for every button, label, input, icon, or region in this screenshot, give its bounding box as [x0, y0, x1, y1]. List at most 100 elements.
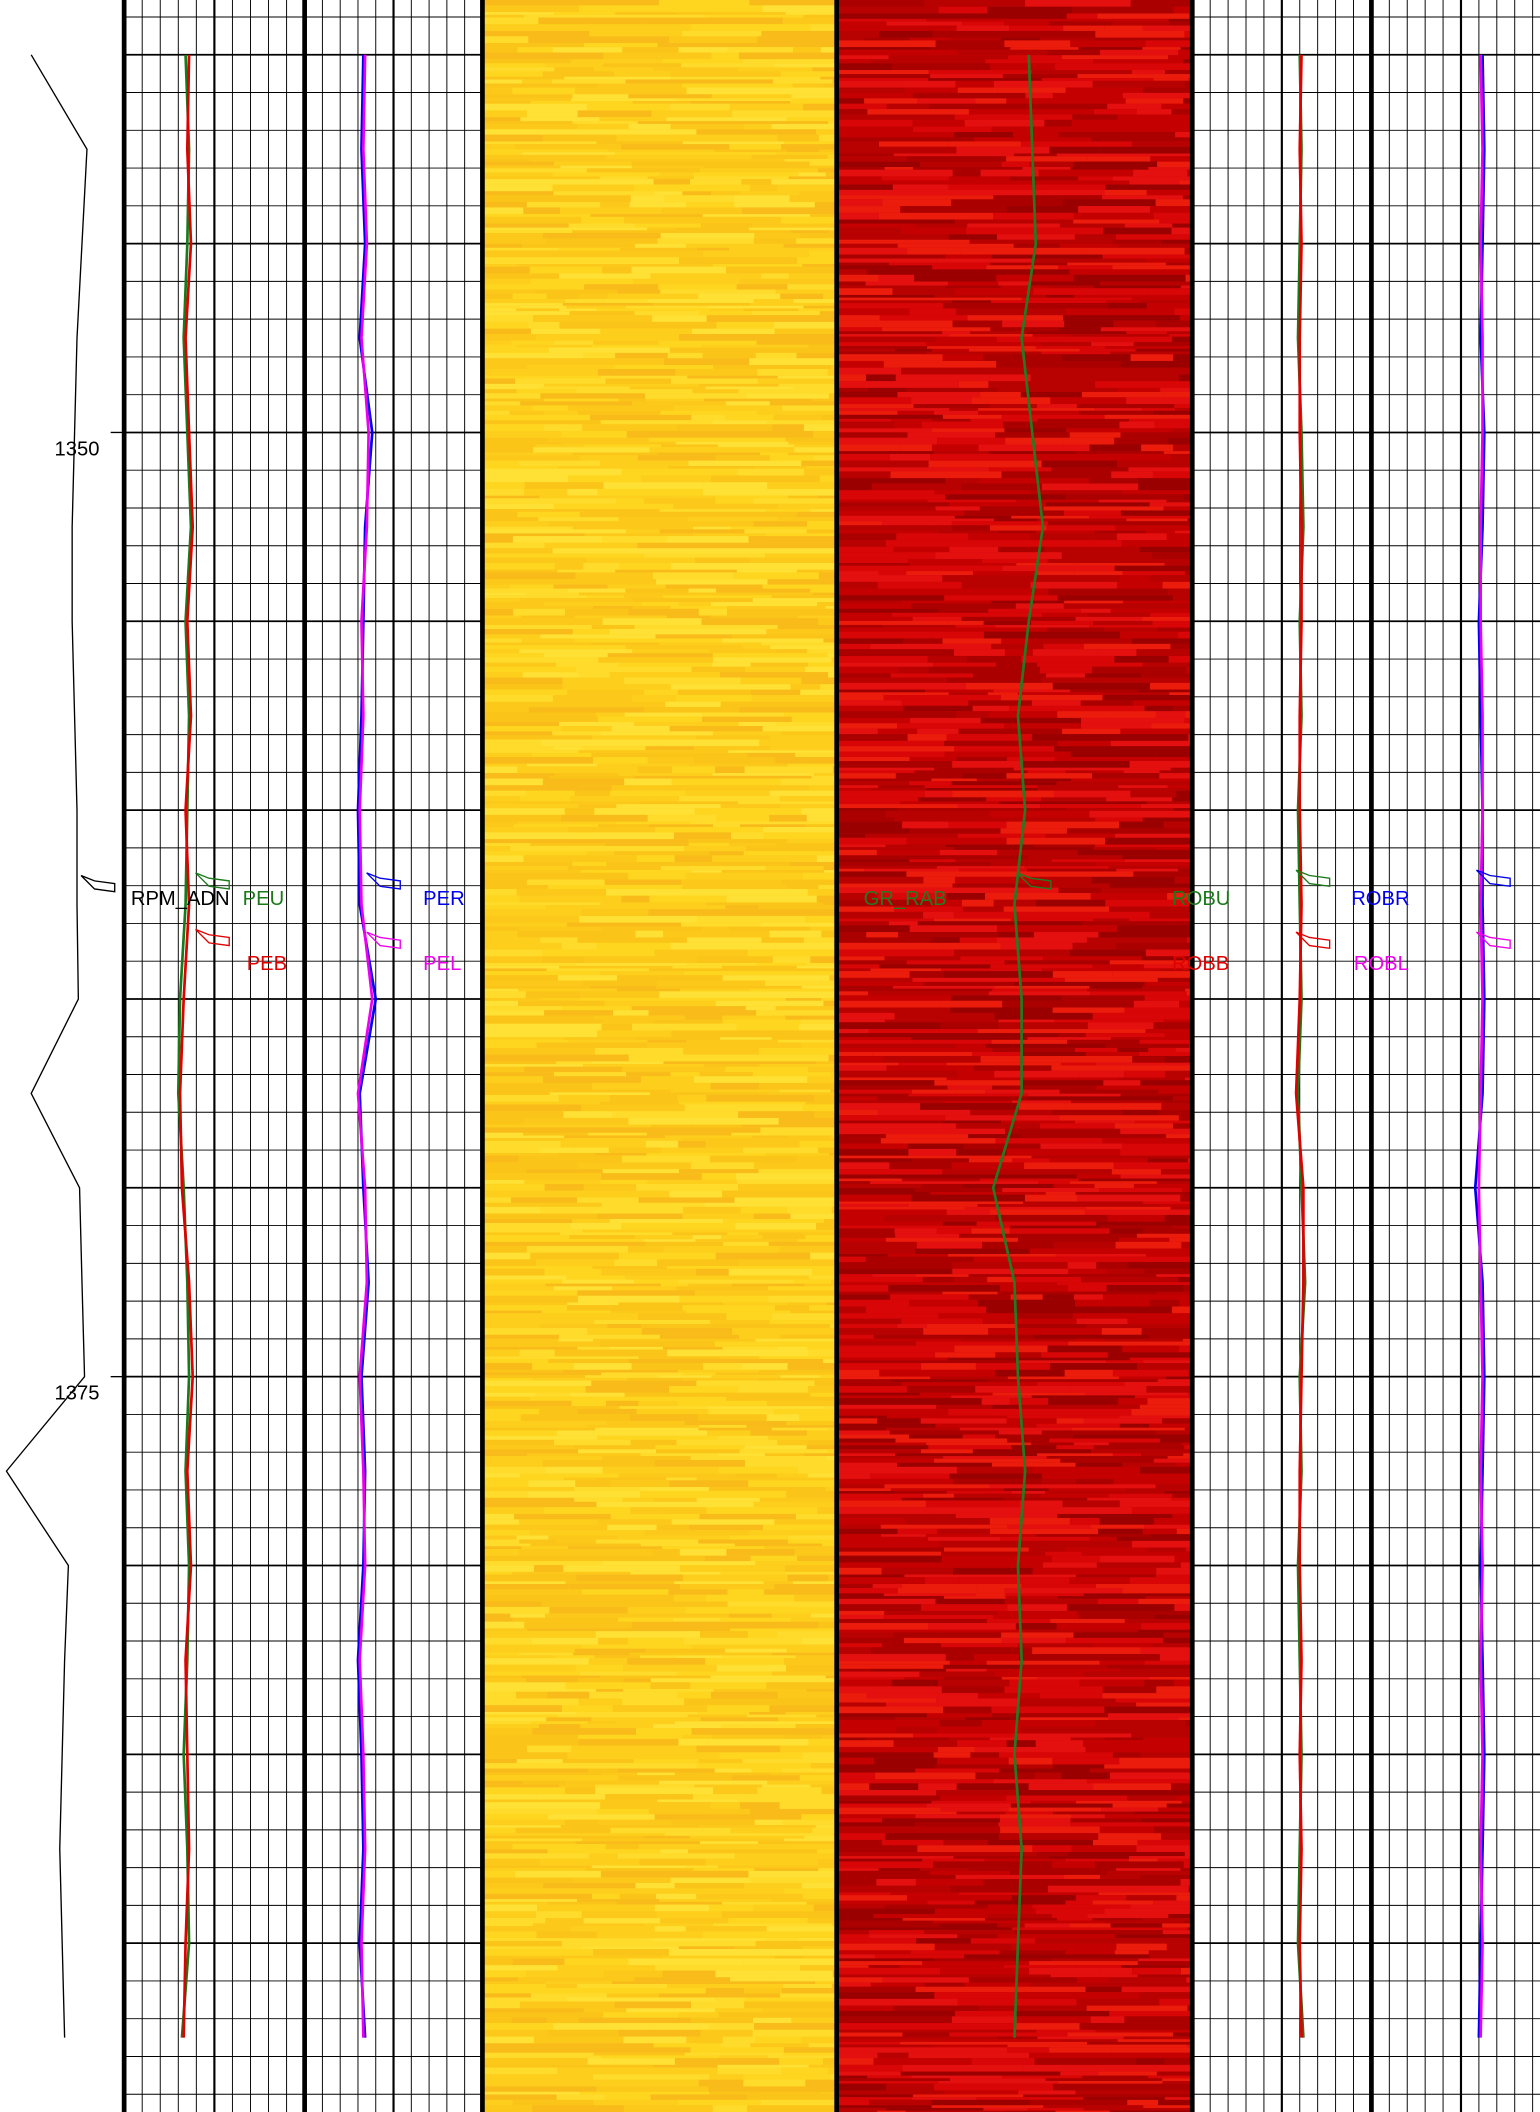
image-pixel	[482, 707, 529, 713]
image-pixel	[482, 1487, 575, 1492]
image-pixel	[704, 398, 812, 402]
image-pixel	[482, 2099, 513, 2106]
image-pixel	[532, 1923, 644, 1927]
image-pixel	[482, 2064, 542, 2068]
image-pixel	[893, 467, 989, 472]
image-pixel	[750, 1430, 808, 1436]
image-pixel	[700, 2029, 753, 2037]
image-pixel	[482, 1858, 540, 1866]
image-pixel	[865, 1737, 950, 1741]
image-pixel	[544, 1981, 612, 1985]
image-pixel	[952, 883, 1043, 888]
image-pixel	[836, 751, 945, 757]
image-pixel	[958, 728, 1063, 735]
image-pixel	[793, 1843, 837, 1850]
image-pixel	[562, 1759, 634, 1764]
image-pixel	[482, 773, 555, 776]
image-pixel	[679, 334, 778, 341]
image-pixel	[1095, 844, 1193, 848]
image-pixel	[829, 1759, 837, 1764]
image-pixel	[1119, 1668, 1193, 1672]
image-pixel	[625, 79, 687, 84]
image-pixel	[726, 1313, 773, 1320]
image-pixel	[836, 1783, 870, 1791]
image-pixel	[482, 149, 536, 153]
image-pixel	[949, 176, 1010, 181]
image-pixel	[879, 239, 970, 244]
image-pixel	[591, 344, 702, 348]
image-pixel	[738, 1259, 837, 1267]
image-pixel	[482, 517, 539, 522]
image-pixel	[698, 608, 727, 616]
image-pixel	[1092, 1918, 1143, 1921]
image-pixel	[1151, 778, 1193, 782]
image-pixel	[785, 437, 837, 442]
image-pixel	[713, 1923, 833, 1927]
image-pixel	[610, 790, 649, 797]
image-pixel	[482, 1313, 577, 1320]
image-pixel	[1153, 78, 1189, 81]
image-pixel	[1012, 1100, 1072, 1104]
image-pixel	[896, 533, 968, 541]
image-pixel	[987, 1839, 1093, 1846]
image-pixel	[928, 460, 1042, 468]
image-pixel	[519, 1473, 619, 1478]
image-pixel	[1154, 558, 1193, 564]
image-pixel	[766, 629, 837, 635]
image-pixel	[1090, 1768, 1193, 1773]
image-pixel	[1115, 308, 1175, 316]
image-pixel	[524, 14, 587, 18]
image-pixel	[791, 716, 837, 722]
image-pixel	[546, 238, 658, 244]
image-pixel	[563, 1138, 681, 1141]
image-pixel	[836, 2023, 955, 2030]
image-pixel	[986, 1619, 1051, 1624]
image-pixel	[637, 121, 757, 124]
image-pixel	[1105, 1737, 1144, 1741]
image-pixel	[1119, 1423, 1150, 1428]
image-pixel	[767, 1780, 837, 1785]
image-pixel	[482, 1965, 558, 1971]
image-pixel	[962, 21, 1005, 26]
image-pixel	[1080, 1868, 1116, 1871]
image-pixel	[961, 1338, 1077, 1342]
image-pixel	[1017, 1574, 1077, 1578]
image-pixel	[482, 1202, 602, 1207]
image-pixel	[1075, 1299, 1150, 1307]
image-pixel	[949, 502, 1046, 507]
image-pixel	[541, 2064, 654, 2068]
image-pixel	[895, 1233, 960, 1238]
image-pixel	[908, 1204, 978, 1207]
image-pixel	[798, 1938, 837, 1941]
image-pixel	[482, 1691, 517, 1699]
image-pixel	[1111, 471, 1153, 479]
image-pixel	[653, 303, 751, 306]
image-pixel	[1065, 2058, 1136, 2065]
image-pixel	[1115, 1868, 1181, 1871]
image-pixel	[578, 1738, 679, 1746]
image-pixel	[778, 1039, 831, 1043]
image-pixel	[1065, 87, 1143, 93]
image-pixel	[482, 1870, 516, 1878]
image-pixel	[993, 540, 1092, 547]
image-pixel	[482, 824, 514, 828]
image-pixel	[726, 1396, 837, 1401]
image-pixel	[512, 1617, 618, 1622]
image-pixel	[836, 1746, 938, 1753]
image-pixel	[547, 1849, 661, 1854]
image-pixel	[1046, 525, 1116, 531]
image-pixel	[825, 1456, 837, 1461]
image-pixel	[776, 721, 837, 726]
image-pixel	[603, 52, 712, 60]
image-pixel	[553, 584, 608, 589]
image-pixel	[1153, 1458, 1193, 1463]
image-pixel	[1004, 1686, 1103, 1694]
image-pixel	[836, 2090, 945, 2095]
image-pixel	[1006, 821, 1120, 829]
image-pixel	[836, 1484, 885, 1489]
image-pixel	[685, 790, 770, 797]
image-pixel	[546, 1984, 577, 1989]
image-pixel	[590, 985, 657, 989]
image-pixel	[708, 2023, 755, 2030]
image-pixel	[618, 773, 713, 776]
